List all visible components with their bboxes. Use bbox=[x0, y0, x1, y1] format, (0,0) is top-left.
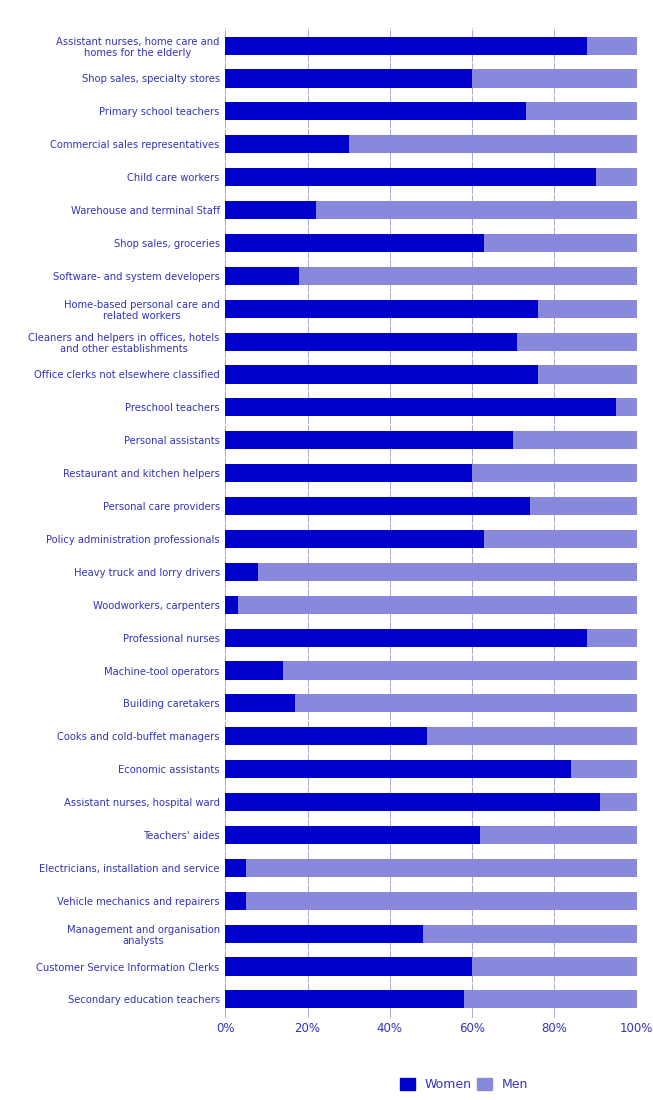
Bar bbox=[472, 957, 637, 976]
Bar bbox=[225, 69, 472, 88]
Bar bbox=[225, 990, 464, 1009]
Bar bbox=[225, 694, 295, 713]
Bar bbox=[225, 464, 472, 482]
Bar bbox=[513, 431, 637, 449]
Bar bbox=[225, 859, 246, 877]
Bar bbox=[427, 727, 637, 746]
Bar bbox=[316, 201, 637, 219]
Bar bbox=[538, 299, 637, 318]
Bar bbox=[616, 398, 637, 417]
Bar bbox=[464, 990, 637, 1009]
Bar bbox=[599, 793, 637, 811]
Bar bbox=[299, 267, 637, 285]
Bar bbox=[246, 892, 637, 910]
Bar bbox=[258, 563, 637, 581]
Bar bbox=[526, 102, 637, 120]
Bar bbox=[517, 332, 637, 351]
Bar bbox=[225, 299, 538, 318]
Bar bbox=[225, 596, 238, 614]
Bar bbox=[481, 826, 637, 844]
Bar bbox=[225, 201, 316, 219]
Legend: Women, Men: Women, Men bbox=[400, 1078, 528, 1091]
Bar bbox=[349, 135, 637, 153]
Bar bbox=[225, 530, 485, 548]
Bar bbox=[225, 36, 587, 55]
Bar bbox=[225, 332, 517, 351]
Bar bbox=[596, 168, 637, 186]
Bar bbox=[225, 102, 526, 120]
Bar bbox=[225, 497, 530, 515]
Bar bbox=[587, 36, 637, 55]
Bar bbox=[283, 661, 637, 680]
Bar bbox=[225, 727, 427, 746]
Bar bbox=[225, 267, 299, 285]
Bar bbox=[472, 69, 637, 88]
Bar bbox=[225, 563, 258, 581]
Bar bbox=[225, 135, 349, 153]
Bar bbox=[485, 234, 637, 252]
Bar bbox=[225, 892, 246, 910]
Bar bbox=[587, 628, 637, 647]
Bar bbox=[225, 661, 283, 680]
Bar bbox=[225, 826, 481, 844]
Bar bbox=[485, 530, 637, 548]
Bar bbox=[295, 694, 637, 713]
Bar bbox=[422, 925, 637, 943]
Bar bbox=[225, 234, 485, 252]
Bar bbox=[530, 497, 637, 515]
Bar bbox=[538, 365, 637, 384]
Bar bbox=[225, 760, 571, 778]
Bar bbox=[225, 431, 513, 449]
Bar bbox=[225, 168, 596, 186]
Bar bbox=[571, 760, 637, 778]
Bar bbox=[225, 628, 587, 647]
Bar bbox=[225, 925, 422, 943]
Bar bbox=[225, 957, 472, 976]
Bar bbox=[225, 365, 538, 384]
Bar bbox=[238, 596, 637, 614]
Bar bbox=[225, 398, 616, 417]
Bar bbox=[472, 464, 637, 482]
Bar bbox=[225, 793, 599, 811]
Bar bbox=[246, 859, 637, 877]
